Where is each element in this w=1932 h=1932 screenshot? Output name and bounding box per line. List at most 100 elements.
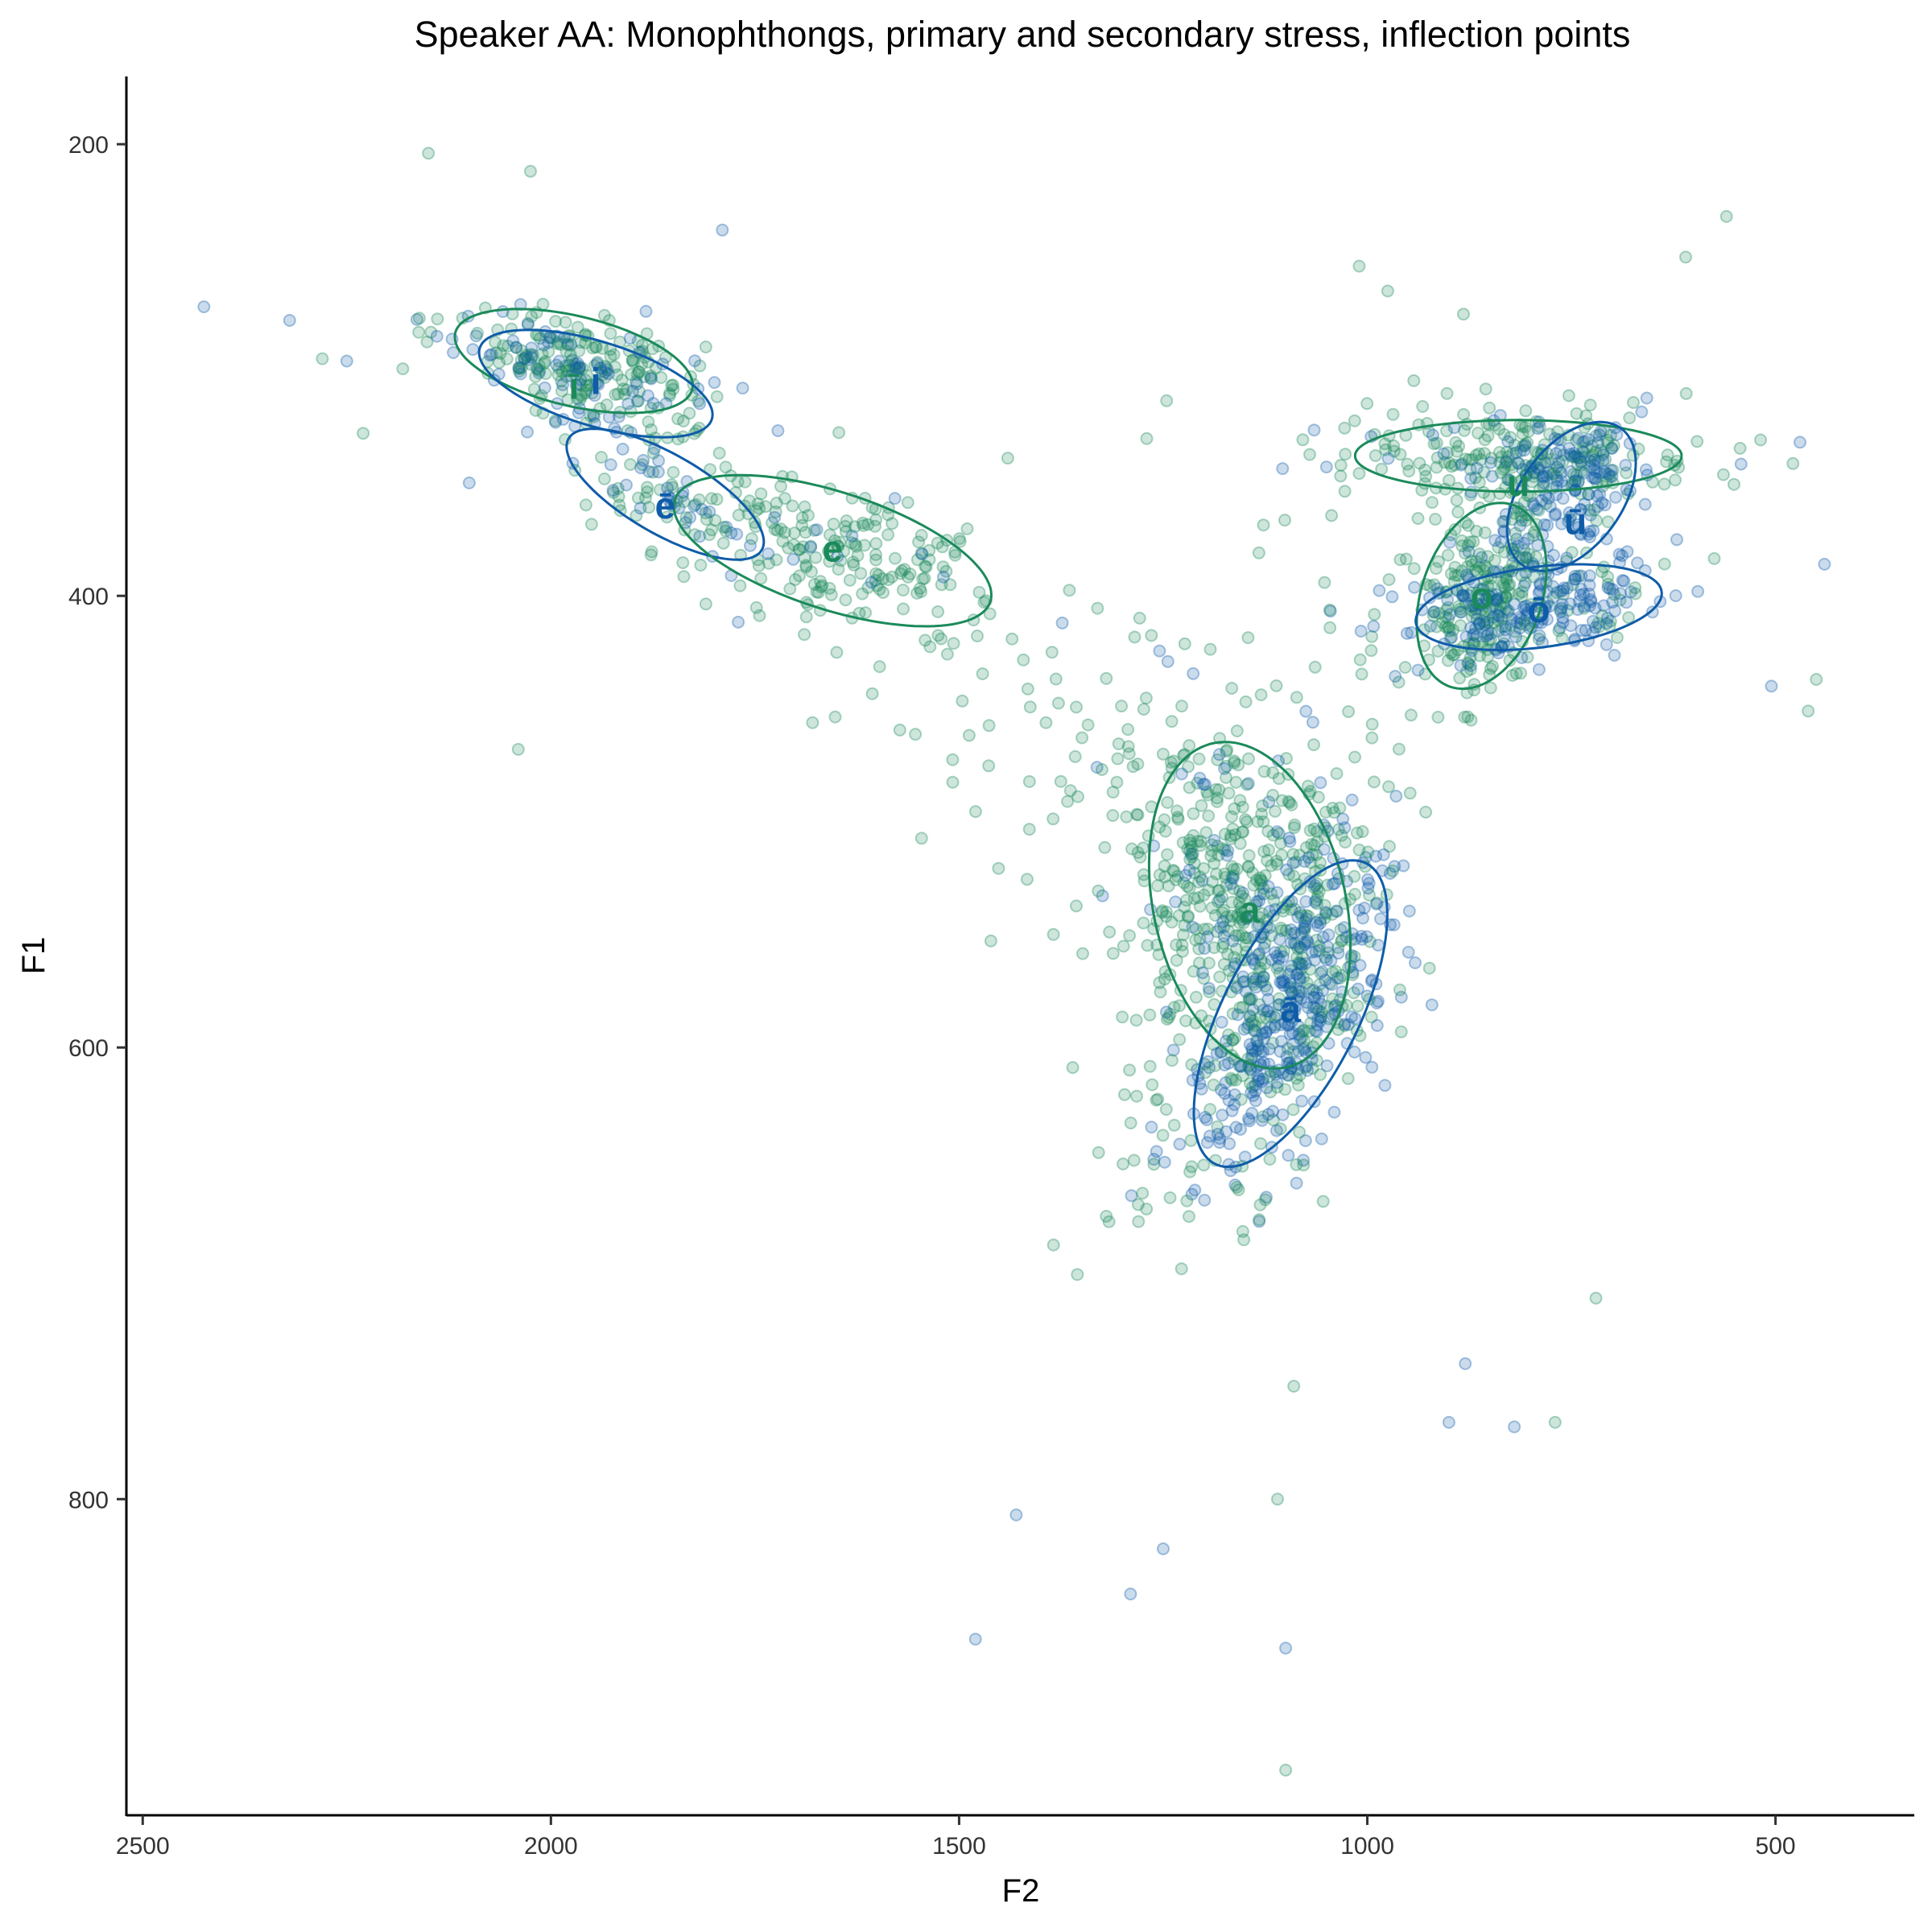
scatter-point [1243,993,1257,1007]
scatter-point [1199,1066,1212,1080]
scatter-point [1261,854,1274,867]
scatter-point-outlier [1442,1415,1455,1429]
scatter-point [759,500,772,514]
scatter-point [1624,585,1637,599]
scatter-point [1282,795,1295,808]
scatter-point [551,368,565,382]
scatter-point [1290,691,1303,704]
scatter-point [1199,826,1213,840]
scatter-point [569,378,583,392]
scatter-point [724,526,738,539]
scatter-point [1327,1105,1341,1119]
scatter-point [1177,876,1191,890]
scatter-point [573,360,587,374]
scatter-point [1212,1136,1226,1150]
scatter-point [952,532,966,546]
scatter-point [1352,903,1366,917]
scatter-point [1160,394,1174,407]
scatter-point [1090,761,1104,774]
scatter-point [510,341,522,354]
scatter-point [1635,405,1649,419]
scatter-point [665,379,679,392]
scatter-point [1158,824,1172,838]
scatter-point [1151,1092,1165,1106]
scatter-point [1167,865,1181,878]
scatter-point [1289,981,1302,995]
scatter-point-outlier [357,427,370,440]
scatter-point [609,388,622,402]
scatter-point [1249,1094,1262,1108]
scatter-point [554,337,568,351]
scatter-point [1270,857,1284,871]
scatter-point [1257,881,1270,895]
scatter-point [1197,861,1211,875]
scatter-point [1310,1001,1323,1015]
scatter-point [798,628,811,642]
scatter-point [1278,514,1291,527]
scatter-point [1278,1083,1292,1096]
scatter-point [1137,868,1150,881]
scatter-point [1669,473,1682,487]
scatter-point [1297,971,1311,985]
scatter-point [1427,605,1441,618]
scatter-point [1257,844,1271,858]
scatter-point [1298,855,1311,869]
scatter-point [1310,894,1323,906]
scatter-point [1294,906,1307,919]
scatter-point [512,365,526,378]
scatter-point [1473,547,1486,561]
scatter-point [1345,949,1358,962]
scatter-point [1279,752,1293,766]
scatter-point [1325,509,1339,522]
scatter-point [1472,447,1486,460]
scatter-point [1283,976,1297,990]
scatter-point [869,548,882,561]
scatter-point [1103,925,1117,939]
scatter-point [1257,1072,1270,1086]
scatter-point [1248,957,1261,971]
scatter-point [1279,923,1293,937]
scatter-point [645,372,658,386]
scatter-point [1228,756,1241,770]
scatter-point [1282,832,1296,845]
scatter-point [552,354,566,368]
scatter-point [1225,810,1238,824]
scatter-point [1225,1104,1239,1117]
scatter-point [795,518,809,532]
scatter-point [692,493,706,506]
scatter-point [935,540,949,554]
scatter-point [1211,840,1224,853]
scatter-point [617,387,631,401]
scatter-point [984,934,997,947]
scatter-point [497,339,510,353]
scatter-point [471,326,484,340]
scatter-point [1261,993,1275,1006]
scatter-point [1564,619,1578,633]
scatter-point [1246,975,1260,989]
scatter-point [1538,518,1551,531]
scatter-point [1593,487,1607,501]
scatter-point [1245,1086,1258,1100]
scatter-point [1251,1074,1265,1088]
scatter-point [1017,653,1030,667]
scatter-point [1389,670,1402,683]
scatter-point [1227,869,1241,882]
scatter-point [1348,1012,1362,1026]
scatter-point [851,549,865,563]
scatter-point [1283,835,1297,848]
scatter-point [667,382,680,396]
scatter-point [1563,464,1577,478]
scatter-point [1218,762,1232,775]
scatter-point [573,361,587,375]
scatter-point [1224,832,1237,845]
scatter-point [1298,920,1312,934]
scatter-point [1304,1016,1318,1030]
scatter-point [1295,958,1309,972]
scatter-point [1275,923,1289,937]
scatter-point [1291,967,1304,980]
scatter-point [1297,1042,1311,1056]
scatter-point [1216,914,1230,928]
scatter-point [1265,953,1278,967]
scatter-point [1303,824,1317,837]
